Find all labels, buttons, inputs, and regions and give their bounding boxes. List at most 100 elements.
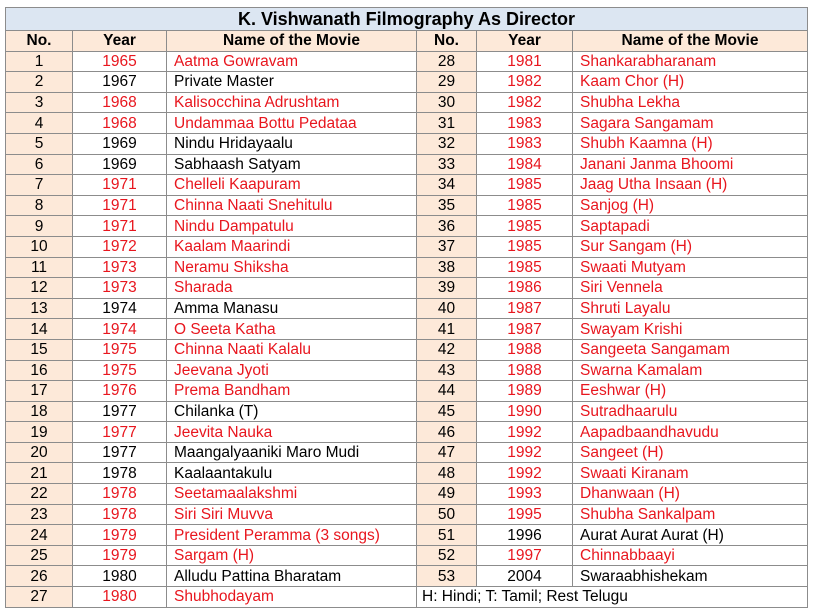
film-title: Nindu Dampatulu <box>166 215 417 237</box>
table-row: 18 1977 Chilanka (T) 45 1990 Sutradhaarulu <box>5 400 809 423</box>
table-row: 4 1968 Undammaa Bottu Pedataa 31 1983 Sagara … <box>5 112 809 134</box>
film-title: Private Master <box>166 71 417 93</box>
film-number: 4 <box>5 112 73 134</box>
table-row: 19 1977 Jeevita Nauka 46 1992 Aapadbaandhavud… <box>5 421 809 443</box>
film-number: 32 <box>416 132 477 155</box>
film-title: Alludu Pattina Bharatam <box>166 565 417 588</box>
film-title: Sargam (H) <box>166 544 417 567</box>
film-title: Eeshwar (H) <box>571 380 809 402</box>
film-year: 1965 <box>72 50 167 73</box>
film-year: 1992 <box>476 441 573 464</box>
film-year: 1987 <box>476 297 573 320</box>
table-row: 22 1978 Seetamaalakshmi 49 1993 Dhanwaan (H) <box>5 483 809 505</box>
film-title: Kaam Chor (H) <box>571 71 809 93</box>
film-year: 1969 <box>72 153 167 176</box>
film-number: 6 <box>5 153 73 176</box>
table-row: 14 1974 O Seeta Katha 41 1987 Swayam Krishi <box>5 318 809 340</box>
header-movie-right: Name of the Movie <box>571 30 809 52</box>
film-number: 37 <box>416 235 477 258</box>
title-row: K. Vishwanath Filmography As Director <box>4 7 809 31</box>
film-number: 29 <box>416 71 477 93</box>
table-row: 27 1980 Shubhodayam H: Hindi; T: Tamil; Res… <box>5 586 809 608</box>
film-year: 1977 <box>72 441 167 464</box>
film-year: 1971 <box>72 174 167 196</box>
film-title: Jaag Utha Insaan (H) <box>571 174 809 196</box>
film-year: 1987 <box>476 318 573 340</box>
film-year: 1985 <box>476 215 573 237</box>
film-title: Swaati Mutyam <box>571 256 809 279</box>
film-number: 8 <box>5 194 73 217</box>
film-title: Swaati Kiranam <box>571 462 809 485</box>
film-title: Aatma Gowravam <box>166 50 417 73</box>
film-title: Siri Vennela <box>571 277 809 299</box>
film-number: 47 <box>416 441 477 464</box>
film-year: 1968 <box>72 112 167 134</box>
film-year: 1996 <box>476 524 573 546</box>
film-number: 14 <box>5 318 73 340</box>
film-title: Kalisocchina Adrushtam <box>166 91 417 114</box>
film-title: Shubha Sankalpam <box>571 503 809 526</box>
film-year: 1979 <box>72 544 167 567</box>
film-title: Chinnabbaayi <box>571 544 809 567</box>
film-title: Chelleli Kaapuram <box>166 174 417 196</box>
film-year: 2004 <box>476 565 573 588</box>
film-year: 1983 <box>476 112 573 134</box>
film-title: Neramu Shiksha <box>166 256 417 279</box>
table-row: 21 1978 Kaalaantakulu 48 1992 Swaati Kiranam <box>5 462 809 485</box>
table-row: 13 1974 Amma Manasu 40 1987 Shruti Layalu <box>5 297 809 320</box>
table-row: 17 1976 Prema Bandham 44 1989 Eeshwar (H) <box>5 380 809 402</box>
film-number: 1 <box>5 50 73 73</box>
film-number: 38 <box>416 256 477 279</box>
film-number: 45 <box>416 400 477 423</box>
table-row: 15 1975 Chinna Naati Kalalu 42 1988 Sangeeta … <box>5 338 809 361</box>
table-row: 9 1971 Nindu Dampatulu 36 1985 Saptapadi <box>5 215 809 237</box>
film-title: O Seeta Katha <box>166 318 417 340</box>
film-title: Shruti Layalu <box>571 297 809 320</box>
film-title: Jeevana Jyoti <box>166 359 417 382</box>
film-number: 13 <box>5 297 73 320</box>
film-year: 1973 <box>72 277 167 299</box>
header-year-right: Year <box>476 30 573 52</box>
film-number: 46 <box>416 421 477 443</box>
header-year-left: Year <box>72 30 167 52</box>
table-row: 5 1969 Nindu Hridayaalu 32 1983 Shubh Kaamna … <box>5 132 809 155</box>
table-row: 26 1980 Alludu Pattina Bharatam 53 2004 Swara… <box>5 565 809 588</box>
table-row: 24 1979 President Peramma (3 songs) 51 1996 A… <box>5 524 809 546</box>
film-year: 1974 <box>72 318 167 340</box>
film-number: 41 <box>416 318 477 340</box>
film-title: President Peramma (3 songs) <box>166 524 417 546</box>
film-year: 1980 <box>72 565 167 588</box>
film-title: Sangeeta Sangamam <box>571 338 809 361</box>
film-number: 44 <box>416 380 477 402</box>
film-title: Seetamaalakshmi <box>166 483 417 505</box>
film-number: 24 <box>5 524 73 546</box>
film-number: 10 <box>5 235 73 258</box>
film-title: Amma Manasu <box>166 297 417 320</box>
film-number: 48 <box>416 462 477 485</box>
film-number: 20 <box>5 441 73 464</box>
film-year: 1995 <box>476 503 573 526</box>
film-year: 1971 <box>72 194 167 217</box>
film-year: 1985 <box>476 174 573 196</box>
table-row: 23 1978 Siri Siri Muvva 50 1995 Shubha Sankal… <box>5 503 809 526</box>
table-row: 6 1969 Sabhaash Satyam 33 1984 Janani Janma B… <box>5 153 809 176</box>
film-year: 1985 <box>476 194 573 217</box>
film-number: 21 <box>5 462 73 485</box>
film-year: 1972 <box>72 235 167 258</box>
film-number: 52 <box>416 544 477 567</box>
film-title: Jeevita Nauka <box>166 421 417 443</box>
film-number: 22 <box>5 483 73 505</box>
film-year: 1977 <box>72 421 167 443</box>
header-movie-left: Name of the Movie <box>166 30 417 52</box>
film-number: 5 <box>5 132 73 155</box>
table-row: 2 1967 Private Master 29 1982 Kaam Chor (H) <box>5 71 809 93</box>
header-no-right: No. <box>416 30 477 52</box>
language-legend-note: H: Hindi; T: Tamil; Rest Telugu <box>415 586 809 608</box>
film-number: 33 <box>416 153 477 176</box>
film-title: Sur Sangam (H) <box>571 235 809 258</box>
table-row: 20 1977 Maangalyaaniki Maro Mudi 47 1992 Sang… <box>5 441 809 464</box>
film-number: 27 <box>5 586 73 608</box>
film-title: Aapadbaandhavudu <box>571 421 809 443</box>
film-number: 30 <box>416 91 477 114</box>
film-title: Aurat Aurat Aurat (H) <box>571 524 809 546</box>
